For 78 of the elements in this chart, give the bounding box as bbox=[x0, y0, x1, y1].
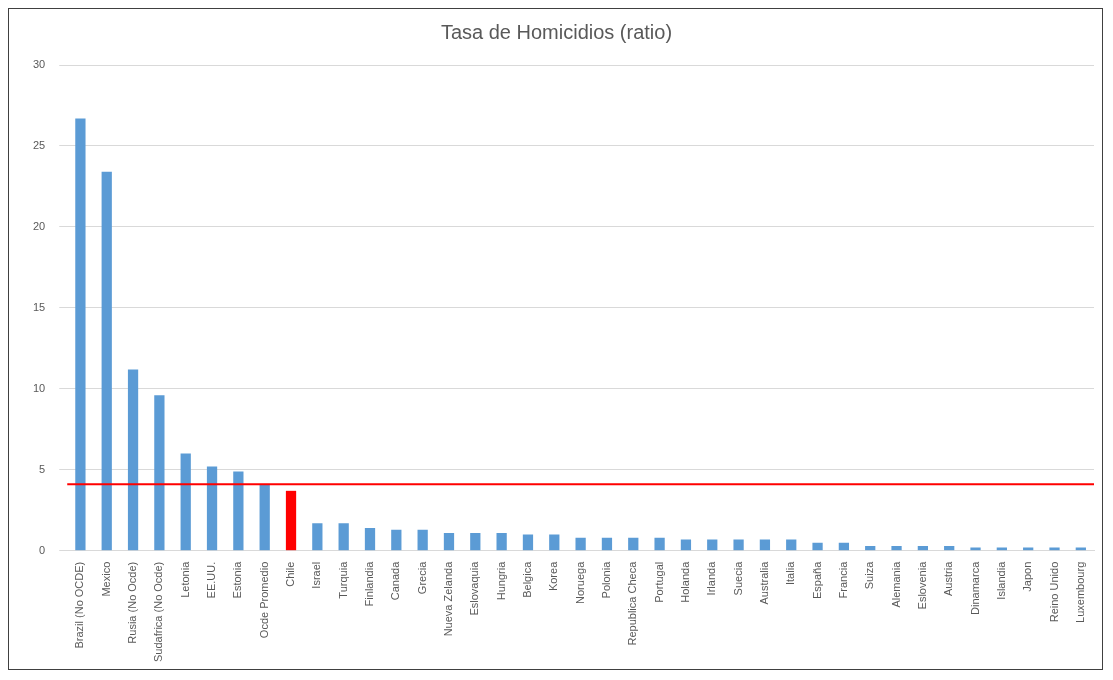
bar bbox=[733, 539, 744, 551]
bar bbox=[628, 537, 639, 551]
bar bbox=[549, 534, 560, 551]
bar bbox=[75, 118, 86, 551]
x-tick-label: Islandia bbox=[994, 560, 1007, 600]
bar bbox=[417, 529, 428, 551]
bar bbox=[206, 466, 218, 551]
x-tick-label: Finlandia bbox=[363, 560, 376, 607]
x-tick-label: Nueva Zelanda bbox=[442, 560, 455, 637]
x-tick-label: Israel bbox=[310, 561, 323, 589]
x-tick-label: Rusia (No Ocde) bbox=[126, 561, 139, 644]
x-tick-label: Estonia bbox=[231, 560, 244, 599]
x-tick-label: España bbox=[810, 560, 823, 600]
x-tick-label: Japon bbox=[1021, 561, 1034, 592]
x-tick-label: Italia bbox=[784, 560, 797, 585]
x-tick-label: Australia bbox=[757, 560, 770, 605]
x-tick-label: Turquia bbox=[336, 560, 349, 599]
bar bbox=[391, 529, 402, 551]
x-tick-label: Suiza bbox=[863, 560, 876, 590]
bar bbox=[786, 539, 797, 551]
bar bbox=[496, 532, 507, 551]
x-tick-label: Republica Checa bbox=[626, 560, 639, 646]
x-tick-label: Grecia bbox=[415, 560, 428, 595]
bar bbox=[575, 537, 586, 551]
x-tick-label: Brazil (No OCDE) bbox=[73, 561, 86, 649]
bar bbox=[364, 528, 376, 551]
bar bbox=[443, 532, 455, 551]
y-tick-label: 0 bbox=[39, 543, 46, 556]
bar bbox=[101, 171, 112, 551]
x-tick-label: Korea bbox=[547, 560, 560, 592]
chart-title: Tasa de Homicidios (ratio) bbox=[440, 20, 673, 43]
bar bbox=[891, 545, 902, 551]
bar bbox=[812, 542, 823, 551]
x-tick-label: Mexico bbox=[99, 561, 112, 597]
x-tick-label: Irlanda bbox=[705, 560, 718, 596]
x-tick-label: Canada bbox=[389, 560, 402, 601]
bar bbox=[470, 532, 481, 551]
x-tick-label: Austria bbox=[942, 560, 955, 596]
bar bbox=[707, 539, 718, 551]
x-tick-label: Belgica bbox=[520, 560, 533, 598]
y-tick-label: 20 bbox=[32, 219, 46, 232]
x-tick-label: Holanda bbox=[678, 560, 691, 603]
x-tick-label: Ocde Promedio bbox=[257, 561, 270, 639]
bar bbox=[338, 523, 349, 551]
bar bbox=[127, 369, 139, 551]
x-tick-label: Alemania bbox=[889, 560, 902, 608]
y-tick-label: 25 bbox=[32, 138, 46, 151]
bar bbox=[680, 539, 692, 551]
bar bbox=[654, 537, 665, 551]
bar bbox=[838, 542, 850, 551]
x-tick-label: Eslovaquia bbox=[468, 560, 481, 616]
bar bbox=[285, 490, 297, 551]
y-tick-label: 15 bbox=[32, 300, 46, 313]
bar bbox=[233, 471, 244, 551]
x-tick-label: Sudafrica (No Ocde) bbox=[152, 561, 165, 662]
x-tick-label: Noruega bbox=[573, 560, 586, 604]
y-tick-label: 10 bbox=[32, 381, 46, 394]
x-tick-label: Luxembourg bbox=[1073, 561, 1086, 623]
y-tick-label: 5 bbox=[39, 462, 46, 475]
bar bbox=[180, 453, 191, 551]
bar bbox=[759, 539, 771, 551]
x-tick-label: Polonia bbox=[599, 560, 612, 599]
x-tick-label: Dinamarca bbox=[968, 560, 981, 615]
bar bbox=[522, 534, 534, 551]
bar bbox=[259, 484, 270, 551]
y-tick-label: 30 bbox=[32, 58, 46, 71]
x-tick-label: Chile bbox=[284, 561, 297, 587]
bar bbox=[154, 395, 165, 551]
x-tick-label: Letonia bbox=[178, 560, 191, 598]
x-tick-label: Reino Unido bbox=[1047, 561, 1060, 623]
bar bbox=[312, 523, 323, 551]
x-tick-label: Portugal bbox=[652, 561, 665, 603]
x-tick-label: Francia bbox=[836, 560, 849, 599]
x-tick-label: Suecia bbox=[731, 560, 744, 596]
x-tick-label: Eslovenia bbox=[915, 560, 928, 610]
bar bbox=[601, 537, 613, 551]
x-tick-label: EE.UU. bbox=[205, 561, 218, 599]
x-tick-label: Hungria bbox=[494, 560, 507, 601]
